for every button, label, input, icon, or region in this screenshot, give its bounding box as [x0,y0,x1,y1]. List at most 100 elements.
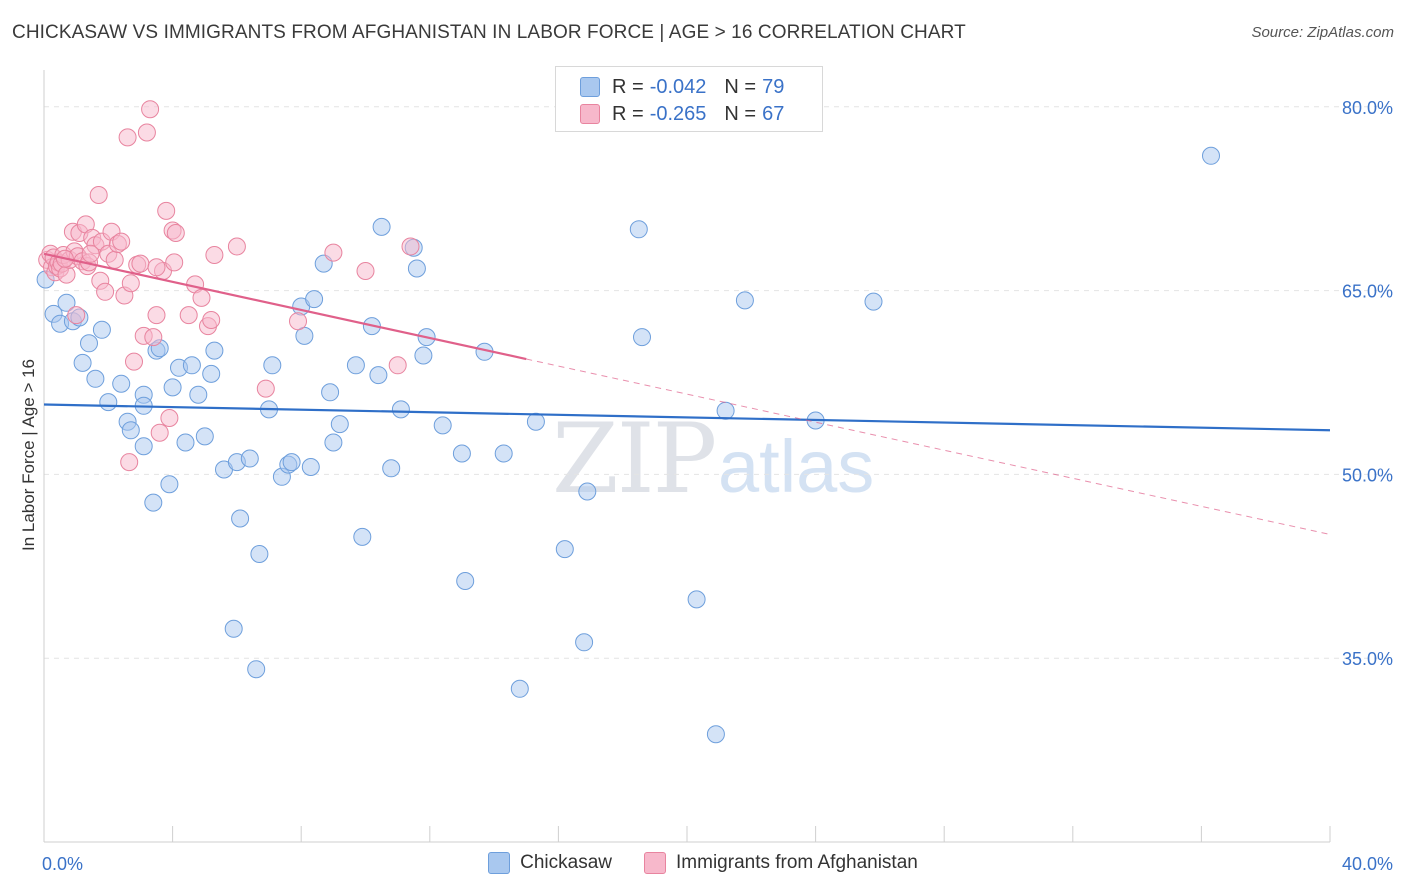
afghanistan-trend-line [43,252,527,361]
chickasaw-point [263,356,282,375]
chickasaw-point [240,449,259,468]
gridlines [44,106,1392,659]
chickasaw-point [80,334,98,353]
chickasaw-point [391,400,410,419]
chickasaw-point [144,493,163,512]
afghanistan-point [202,311,221,329]
afghanistan-point [324,243,343,262]
axes [43,70,1331,843]
legend-n-value: 79 [762,75,785,98]
afghanistan-point [179,306,198,325]
afghanistan-point [112,232,131,251]
chickasaw-point [414,346,433,365]
chickasaw-point [301,458,320,476]
afghanistan-point [137,123,156,142]
y-tick-label: 65.0% [1342,282,1393,302]
afghanistan-point [205,246,224,264]
afghanistan-point [166,224,185,242]
watermark: ZIP atlas [552,403,874,515]
x-tick-label: 0.0% [42,854,83,874]
y-axis-label: In Labor Force | Age > 16 [19,359,38,551]
series-legend: Chickasaw Immigrants from Afghanistan [0,852,1406,874]
chickasaw-point [112,374,131,393]
legend-n-label: N = [724,102,757,125]
chickasaw-point [575,633,594,652]
afghanistan-point [96,282,115,301]
chickasaw-point [163,378,182,397]
afghanistan-point [141,100,160,119]
chickasaw-point [452,444,471,463]
chickasaw-point [1202,146,1220,165]
afghanistan-point [121,274,140,293]
chickasaw-point [182,356,201,375]
chickasaw-point [176,433,195,452]
chickasaw-point [282,453,301,472]
chickasaw-point [99,393,118,412]
chickasaw-point [160,475,179,494]
chickasaw-point [407,259,426,278]
afghanistan-point [67,306,86,325]
chickasaw-point [134,437,153,456]
y-tick-label: 35.0% [1342,649,1393,669]
chickasaw-point [372,217,391,236]
afghanistan-point [57,265,76,284]
legend-row-chickasaw: R = -0.042 N = 79 [580,73,784,101]
legend-swatch-chickasaw [580,77,600,97]
watermark-zip: ZIP [552,403,715,515]
chickasaw-point [205,341,224,360]
afghanistan-trend-line-extension [526,358,1331,535]
series-swatch-chickasaw [488,852,511,874]
legend-r-value: -0.265 [649,102,707,125]
legend-r-value: -0.042 [649,75,707,98]
afghanistan-point [289,312,307,331]
chickasaw-point [121,421,140,440]
chickasaw-point [510,679,529,698]
legend-r-label: R = [612,102,644,125]
watermark-atlas: atlas [718,425,874,508]
x-tick-label: 40.0% [1342,854,1393,874]
afghanistan-point [157,201,176,220]
chickasaw-point [687,590,706,609]
chickasaw-point [202,364,221,383]
chickasaw-point [353,527,372,546]
chickasaw-point [231,509,250,528]
trend-lines [43,252,1331,535]
legend-r-label: R = [612,75,644,98]
source-label: Source: ZipAtlas.com [1251,24,1394,41]
afghanistan-point [120,453,139,472]
chickasaw-point [633,328,651,347]
chickasaw-point [716,401,735,420]
series-legend-label: Immigrants from Afghanistan [676,852,918,873]
afghanistan-point [125,352,143,371]
y-tick-label: 50.0% [1342,465,1393,485]
series-swatch-afghanistan [644,852,667,874]
afghanistan-point [165,253,184,272]
chart-title: CHICKASAW VS IMMIGRANTS FROM AFGHANISTAN… [12,22,966,43]
afghanistan-point [81,244,100,263]
series-legend-label: Chickasaw [520,852,613,873]
chickasaw-point [189,385,208,404]
chickasaw-point [864,292,883,311]
y-tick-label: 80.0% [1342,98,1393,118]
chickasaw-point [86,369,105,388]
afghanistan-point [147,258,166,277]
afghanistan-point [89,186,108,204]
afghanistan-point [150,423,169,442]
chickasaw-point [346,356,365,375]
chickasaw-point [578,482,597,501]
legend-n-label: N = [724,75,757,98]
correlation-legend: R = -0.042 N = 79 R = -0.265 N = 67 [555,66,823,132]
chickasaw-point [92,320,111,339]
chickasaw-trend-line [43,403,1331,432]
chickasaw-point [330,415,349,434]
chickasaw-point [195,427,214,446]
legend-swatch-afghanistan [580,104,600,124]
chickasaw-point [250,545,269,563]
afghanistan-point [105,250,124,269]
chickasaw-point [324,433,343,452]
chickasaw-point [629,220,648,239]
chickasaw-point [73,353,92,372]
afghanistan-point [160,409,179,427]
afghanistan-point [131,254,150,273]
